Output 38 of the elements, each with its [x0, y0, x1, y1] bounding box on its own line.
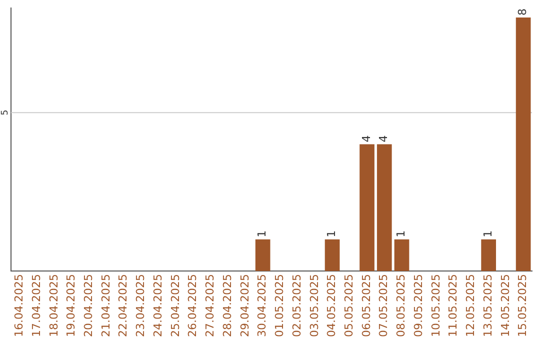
- x-tick-label: 17.04.2025: [30, 274, 43, 338]
- x-tick-label: 15.05.2025: [516, 274, 530, 338]
- x-tick-label: 25.04.2025: [168, 274, 182, 338]
- x-tick-label: 10.05.2025: [429, 274, 442, 338]
- x-tick-label: 06.05.2025: [360, 274, 373, 338]
- x-tick-label: 05.05.2025: [342, 274, 356, 338]
- x-tick-label: 24.04.2025: [151, 274, 164, 338]
- data-label: 4: [360, 135, 373, 142]
- x-tick-label: 19.04.2025: [64, 274, 78, 338]
- x-tick-label: 22.04.2025: [116, 274, 130, 338]
- x-tick-label: 28.04.2025: [220, 274, 234, 338]
- x-tick-label: 29.04.2025: [238, 274, 252, 338]
- x-tick-label: 02.05.2025: [290, 274, 304, 338]
- x-tick-label: 23.04.2025: [134, 274, 148, 338]
- x-tick-label: 01.05.2025: [273, 274, 286, 338]
- x-tick-label: 16.04.2025: [12, 274, 26, 338]
- x-tick-label: 14.05.2025: [498, 274, 512, 338]
- x-tick-label: 20.04.2025: [82, 274, 96, 338]
- x-tick-label: 30.04.2025: [256, 274, 269, 338]
- data-label: 1: [256, 230, 269, 238]
- x-tick-label: 18.04.2025: [47, 274, 60, 338]
- x-tick-label: 13.05.2025: [481, 274, 494, 338]
- x-tick-label: 27.04.2025: [204, 274, 217, 338]
- x-tick-label: 07.05.2025: [377, 274, 390, 338]
- x-tick-label: 26.04.2025: [186, 274, 200, 338]
- x-tick-label: 03.05.2025: [308, 274, 321, 338]
- ref-line-label: 5: [0, 110, 10, 116]
- x-tick-label: 08.05.2025: [394, 274, 408, 338]
- x-tick-label: 04.05.2025: [325, 274, 338, 338]
- x-tick-label: 21.04.2025: [99, 274, 112, 338]
- x-tick-label: 12.05.2025: [464, 274, 478, 338]
- x-tick-label: 11.05.2025: [446, 274, 460, 338]
- x-tick-label: 09.05.2025: [412, 274, 425, 338]
- data-label: 1: [481, 230, 494, 238]
- data-label: 1: [394, 230, 408, 238]
- data-label: 8: [516, 8, 530, 16]
- data-label: 1: [325, 230, 338, 238]
- data-label: 4: [377, 135, 390, 142]
